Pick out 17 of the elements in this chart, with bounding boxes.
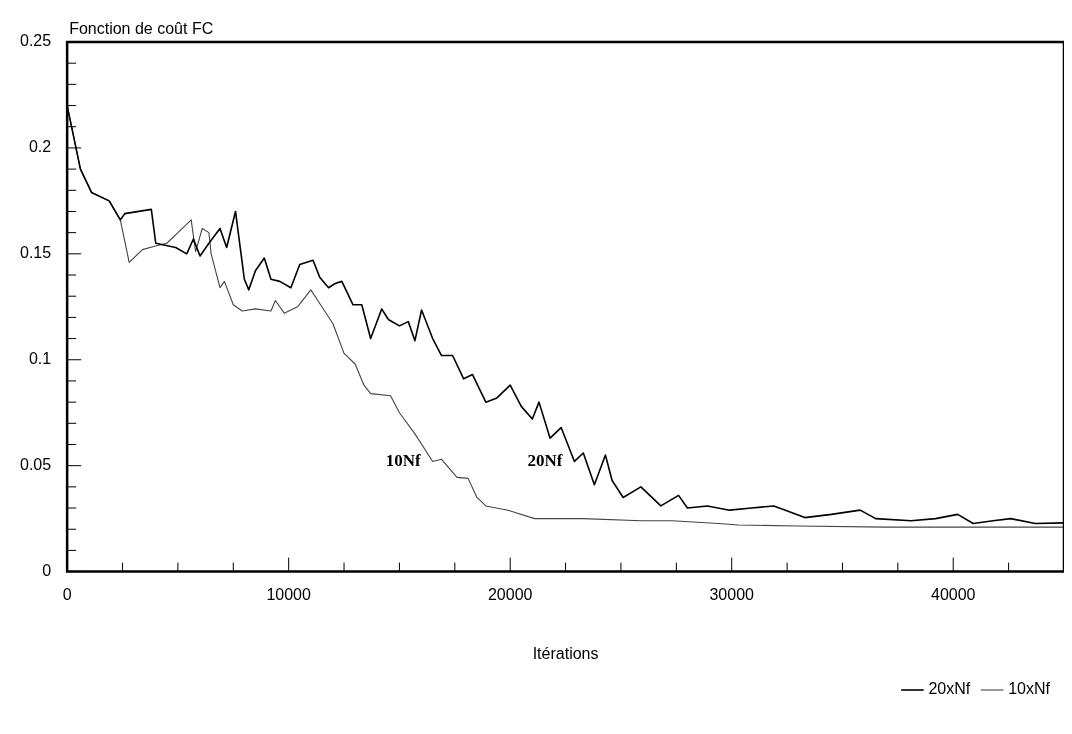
y-tick-label: 0.2 [28, 138, 52, 156]
y-tick-label: 0.05 [20, 456, 52, 474]
legend-label: 10xNf [1008, 680, 1051, 698]
y-tick-label: 0 [42, 562, 52, 580]
annotation: 20Nf [527, 450, 563, 470]
y-tick-label: 0.15 [20, 244, 52, 262]
y-axis-title: Fonction de coût FC [69, 20, 214, 38]
y-tick-label: 0.1 [28, 350, 52, 368]
x-tick-label: 10000 [266, 585, 312, 603]
y-tick-label: 0.25 [20, 32, 52, 50]
annotation: 10Nf [385, 450, 421, 470]
x-tick-label: 30000 [709, 585, 755, 603]
x-tick-label: 40000 [930, 585, 976, 603]
x-axis-title: Itérations [532, 644, 599, 662]
x-tick-label: 20000 [487, 585, 533, 603]
x-tick-label: 0 [62, 585, 72, 603]
legend-label: 20xNf [928, 680, 971, 698]
